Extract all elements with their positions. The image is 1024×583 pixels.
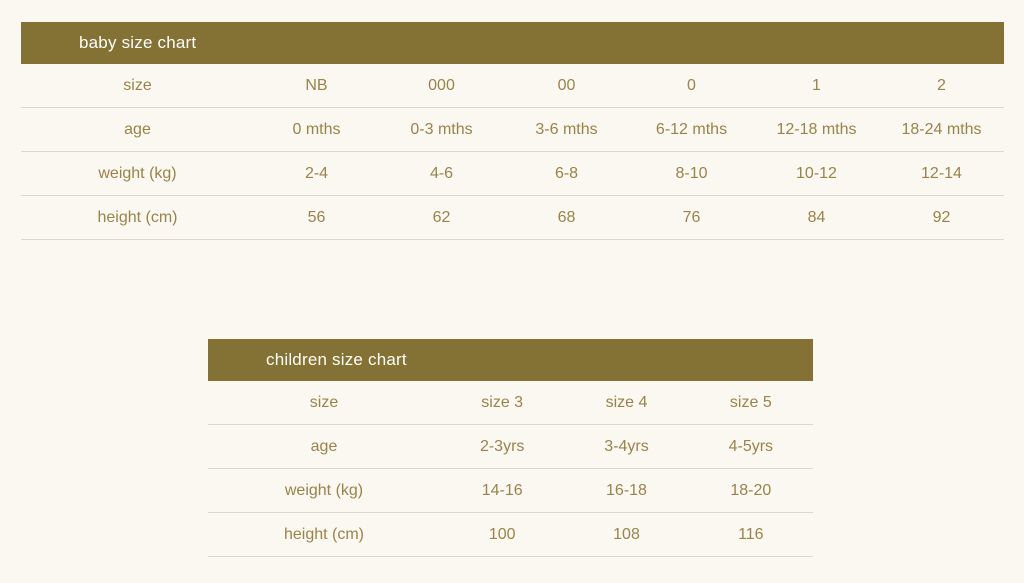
- table-cell: 18-24 mths: [901, 120, 982, 138]
- table-cell: 68: [557, 208, 576, 226]
- table-cell: 92: [932, 208, 951, 226]
- table-cell: size 4: [605, 393, 648, 411]
- row-label-size: size: [309, 393, 339, 411]
- baby-chart-title: baby size chart: [79, 33, 197, 52]
- table-cell: 2-3yrs: [479, 437, 525, 455]
- table-row-age: age 0 mths 0-3 mths 3-6 mths 6-12 mths 1…: [21, 108, 1004, 152]
- table-cell: 3-6 mths: [535, 120, 598, 138]
- table-cell: 56: [307, 208, 326, 226]
- table-cell: 0 mths: [292, 120, 341, 138]
- baby-chart-header: baby size chart: [21, 22, 1004, 64]
- children-chart-title: children size chart: [266, 350, 407, 369]
- table-cell: 18-20: [730, 481, 772, 499]
- table-cell: size 3: [481, 393, 524, 411]
- table-cell: 12-18 mths: [776, 120, 857, 138]
- table-cell: 62: [432, 208, 451, 226]
- table-cell: 6-12 mths: [655, 120, 728, 138]
- table-cell: 14-16: [481, 481, 523, 499]
- table-cell: 8-10: [675, 164, 708, 182]
- table-cell: 0-3 mths: [410, 120, 473, 138]
- baby-size-chart-table: baby size chart size NB 000 00 0 1 2 age…: [21, 22, 1004, 240]
- table-row-age: age 2-3yrs 3-4yrs 4-5yrs: [208, 425, 813, 469]
- row-label-age: age: [310, 437, 338, 455]
- table-cell: NB: [305, 76, 328, 94]
- table-row-size: size size 3 size 4 size 5: [208, 381, 813, 425]
- table-cell: 3-4yrs: [604, 437, 649, 455]
- row-label-age: age: [124, 120, 151, 138]
- table-row-size: size NB 000 00 0 1 2: [21, 64, 1004, 108]
- table-row-height: height (cm) 56 62 68 76 84 92: [21, 196, 1004, 240]
- table-cell: 116: [738, 525, 764, 543]
- table-cell: 0: [687, 76, 696, 94]
- table-cell: 84: [807, 208, 826, 226]
- table-cell: 000: [428, 76, 455, 94]
- table-row-weight: weight (kg) 2-4 4-6 6-8 8-10 10-12 12-14: [21, 152, 1004, 196]
- table-row-weight: weight (kg) 14-16 16-18 18-20: [208, 469, 813, 513]
- table-cell: 76: [682, 208, 701, 226]
- table-cell: 10-12: [796, 164, 837, 182]
- table-cell: 6-8: [554, 164, 579, 182]
- table-cell: 12-14: [921, 164, 962, 182]
- children-chart-header: children size chart: [208, 339, 813, 381]
- table-cell: 2: [937, 76, 946, 94]
- table-cell: 16-18: [606, 481, 647, 499]
- table-cell: 100: [488, 525, 516, 543]
- children-size-chart-table: children size chart size size 3 size 4 s…: [208, 339, 813, 557]
- row-label-weight: weight (kg): [284, 481, 364, 499]
- table-cell: size 5: [729, 393, 772, 411]
- table-cell: 00: [557, 76, 576, 94]
- table-cell: 4-6: [429, 164, 454, 182]
- table-cell: 108: [613, 525, 640, 543]
- row-label-size: size: [123, 76, 152, 94]
- row-label-height: height (cm): [283, 525, 365, 543]
- row-label-height: height (cm): [97, 208, 178, 226]
- table-row-height: height (cm) 100 108 116: [208, 513, 813, 557]
- table-cell: 4-5yrs: [728, 437, 774, 455]
- row-label-weight: weight (kg): [98, 164, 177, 182]
- table-cell: 1: [812, 76, 821, 94]
- table-cell: 2-4: [304, 164, 329, 182]
